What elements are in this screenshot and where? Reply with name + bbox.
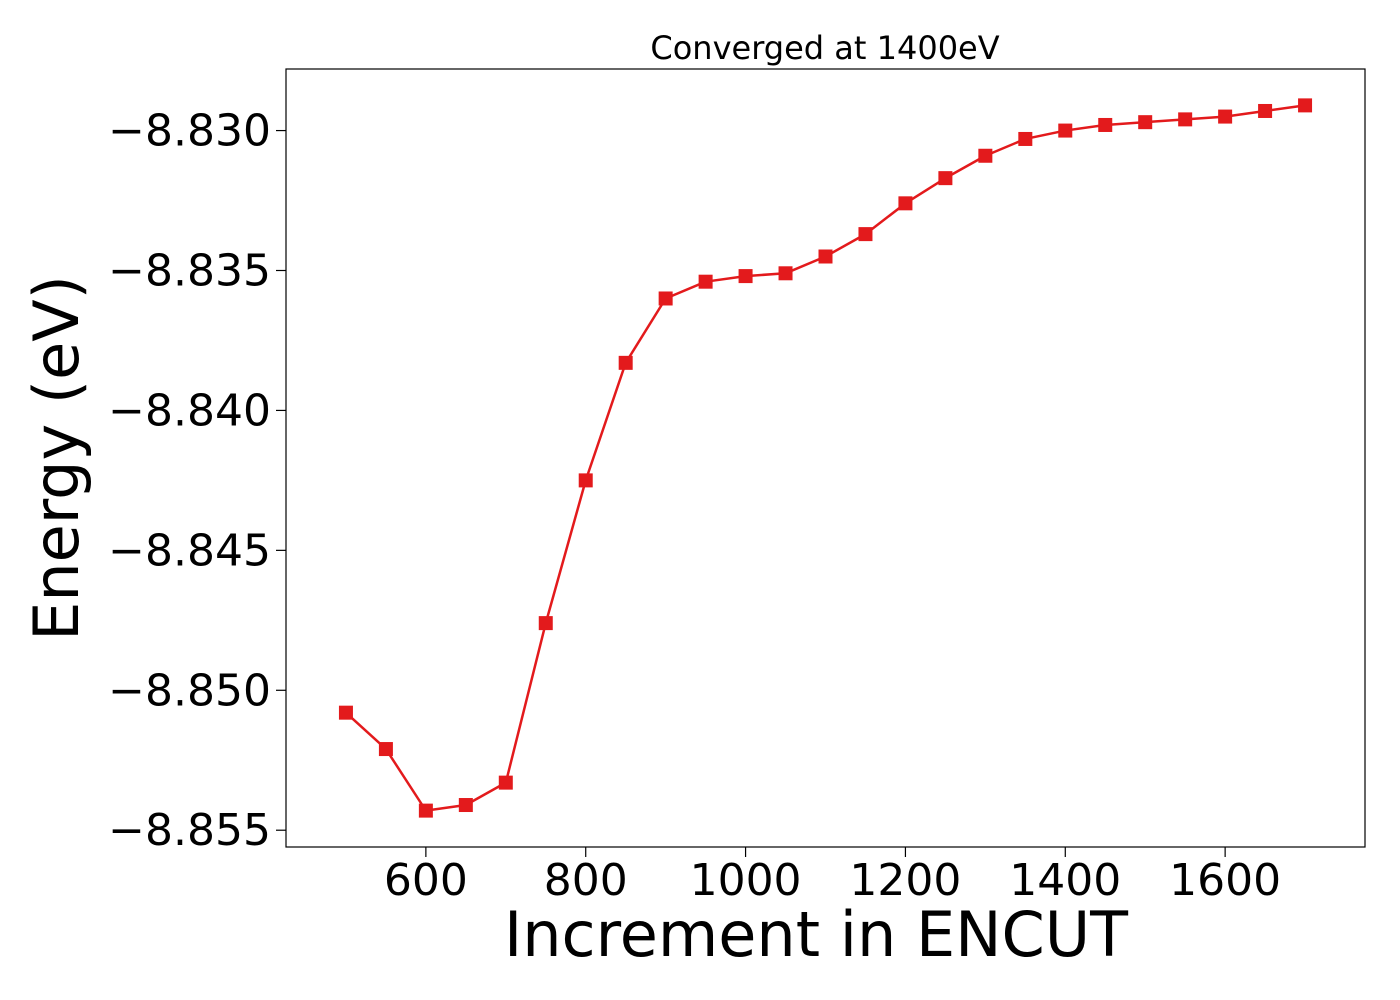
y-tick-label: −8.850	[108, 665, 271, 716]
data-point-marker	[1178, 112, 1193, 127]
data-point-marker	[458, 798, 473, 813]
data-point-marker	[858, 227, 873, 242]
y-axis-label: Energy (eV)	[20, 275, 93, 641]
data-point-marker	[578, 473, 593, 488]
data-point-marker	[658, 291, 673, 306]
x-axis-ticks: 600 800 1000 1200 1400 1600	[384, 847, 1281, 906]
data-point-marker	[778, 266, 793, 281]
data-point-marker	[498, 775, 513, 790]
data-point-marker	[898, 196, 913, 211]
data-point-marker	[818, 249, 833, 264]
y-tick-label: −8.830	[108, 106, 271, 157]
plot-area-frame	[285, 68, 1366, 848]
x-tick-label: 1600	[1169, 855, 1281, 906]
data-point-marker	[1098, 117, 1113, 132]
data-point-marker	[1218, 109, 1233, 124]
y-tick-label: −8.840	[108, 385, 271, 436]
data-point-marker	[1058, 123, 1073, 138]
chart-title: Converged at 1400eV	[650, 29, 999, 67]
x-tick-label: 1400	[1009, 855, 1121, 906]
y-tick-label: −8.855	[108, 805, 271, 856]
data-point-marker	[538, 616, 553, 631]
y-tick-label: −8.845	[108, 525, 271, 576]
y-axis-ticks: −8.830 −8.835 −8.840 −8.845 −8.850 −8.855	[108, 106, 286, 856]
data-point-marker	[1018, 131, 1033, 146]
data-point-marker	[338, 705, 353, 720]
data-point-marker	[738, 269, 753, 284]
data-point-marker	[618, 355, 633, 370]
data-point-marker	[378, 742, 393, 757]
data-point-marker	[418, 803, 433, 818]
data-point-marker	[1258, 103, 1273, 118]
x-axis-label: Increment in ENCUT	[504, 898, 1129, 971]
y-tick-label: −8.835	[108, 245, 271, 296]
data-point-marker	[1138, 115, 1153, 130]
data-point-marker	[978, 148, 993, 163]
data-point-marker	[1298, 98, 1313, 113]
x-tick-label: 600	[384, 855, 468, 906]
x-tick-label: 1200	[849, 855, 961, 906]
data-point-marker	[938, 171, 953, 186]
x-tick-label: 800	[544, 855, 628, 906]
x-tick-label: 1000	[690, 855, 802, 906]
data-point-marker	[698, 274, 713, 289]
series-layer	[338, 98, 1313, 818]
